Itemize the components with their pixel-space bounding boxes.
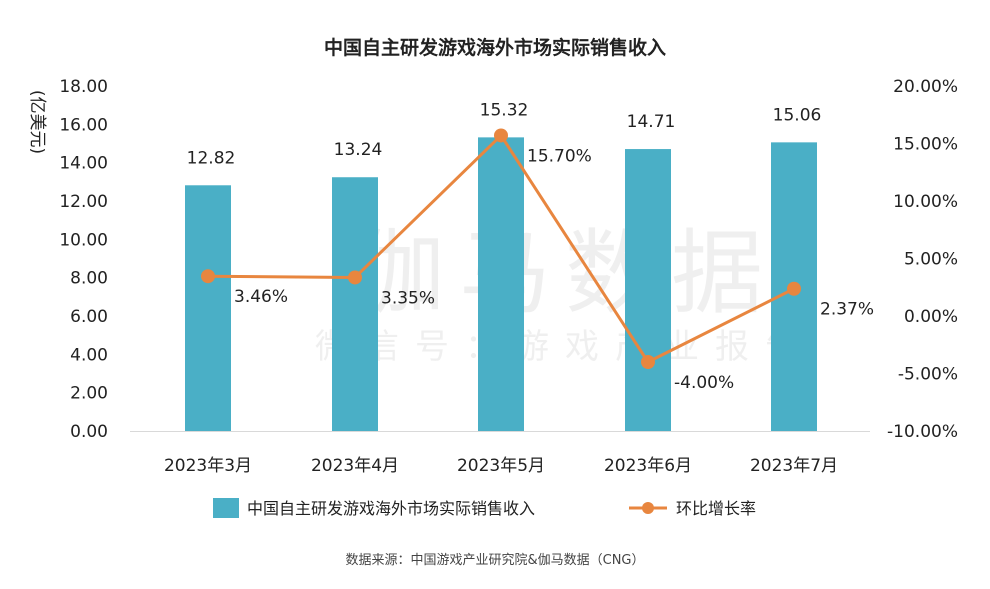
bar <box>185 185 231 431</box>
y-tick-label: 8.00 <box>70 269 108 289</box>
legend-bar-label: 中国自主研发游戏海外市场实际销售收入 <box>247 499 535 518</box>
y-tick-label: 18.00 <box>59 77 108 97</box>
source-note: 数据来源：中国游戏产业研究院&伽马数据（CNG） <box>345 553 644 568</box>
bar-value-label: 14.71 <box>627 112 676 132</box>
bar-series <box>185 137 817 431</box>
y-tick-label: 6.00 <box>70 307 108 327</box>
y-axis-title: (亿美元) <box>27 90 47 154</box>
x-tick-label: 2023年5月 <box>457 456 545 476</box>
line-value-label: 2.37% <box>820 300 874 320</box>
line-point <box>201 269 215 284</box>
line-value-label: 15.70% <box>527 146 592 166</box>
x-tick-label: 2023年4月 <box>311 456 399 476</box>
line-data-labels: 3.46% 3.35% 15.70% -4.00% 2.37% <box>234 146 874 393</box>
x-tick-label: 2023年3月 <box>164 456 252 476</box>
legend-line-marker <box>642 502 654 514</box>
line-series <box>201 128 801 369</box>
bar-value-label: 15.32 <box>480 100 529 120</box>
y2-tick-label: 5.00% <box>904 250 958 270</box>
bar-value-label: 12.82 <box>187 148 236 168</box>
line-value-label: 3.46% <box>234 287 288 307</box>
watermark-sub: 微信号：游戏产业报告 <box>315 327 815 367</box>
y-tick-label: 14.00 <box>59 154 108 174</box>
y2-tick-label: 15.00% <box>893 135 958 155</box>
bar <box>332 177 378 431</box>
y-tick-label: 12.00 <box>59 192 108 212</box>
y2-tick-label: 0.00% <box>904 307 958 327</box>
watermark: 伽马数据 微信号：游戏产业报告 <box>315 220 815 367</box>
y-axis-left: 0.00 2.00 4.00 6.00 8.00 10.00 12.00 14.00 16.00… <box>59 77 108 442</box>
y-tick-label: 10.00 <box>59 230 108 250</box>
y-tick-label: 2.00 <box>70 384 108 404</box>
legend-line-label: 环比增长率 <box>676 499 756 518</box>
bar <box>625 149 671 431</box>
y-tick-label: 16.00 <box>59 115 108 135</box>
x-tick-label: 2023年6月 <box>604 456 692 476</box>
line-value-label: -4.00% <box>674 373 734 393</box>
legend: 中国自主研发游戏海外市场实际销售收入 环比增长率 <box>213 498 756 518</box>
x-tick-label: 2023年7月 <box>750 456 838 476</box>
line-point <box>641 355 655 369</box>
line-point <box>494 128 508 143</box>
line-value-label: 3.35% <box>381 288 435 308</box>
chart-title: 中国自主研发游戏海外市场实际销售收入 <box>324 36 666 59</box>
legend-bar-swatch <box>213 498 239 518</box>
y2-tick-label: -5.00% <box>898 365 958 385</box>
y-tick-label: 4.00 <box>70 345 108 365</box>
y-axis-right: -10.00% -5.00% 0.00% 5.00% 10.00% 15.00% 20.00… <box>887 77 958 442</box>
line-point <box>348 270 362 285</box>
y2-tick-label: 10.00% <box>893 192 958 212</box>
y-tick-label: 0.00 <box>70 422 108 442</box>
y-axis-label: (亿美元) <box>27 90 47 154</box>
x-axis: 2023年3月 2023年4月 2023年5月 2023年6月 2023年7月 <box>130 431 870 476</box>
bar-data-labels: 12.82 13.24 15.32 14.71 15.06 <box>187 100 822 168</box>
bar-value-label: 13.24 <box>334 140 383 160</box>
y2-tick-label: -10.00% <box>887 422 958 442</box>
bar <box>478 137 524 431</box>
watermark-main: 伽马数据 <box>353 220 777 327</box>
y2-tick-label: 20.00% <box>893 77 958 97</box>
bar-value-label: 15.06 <box>773 105 822 125</box>
line-point <box>787 281 801 296</box>
